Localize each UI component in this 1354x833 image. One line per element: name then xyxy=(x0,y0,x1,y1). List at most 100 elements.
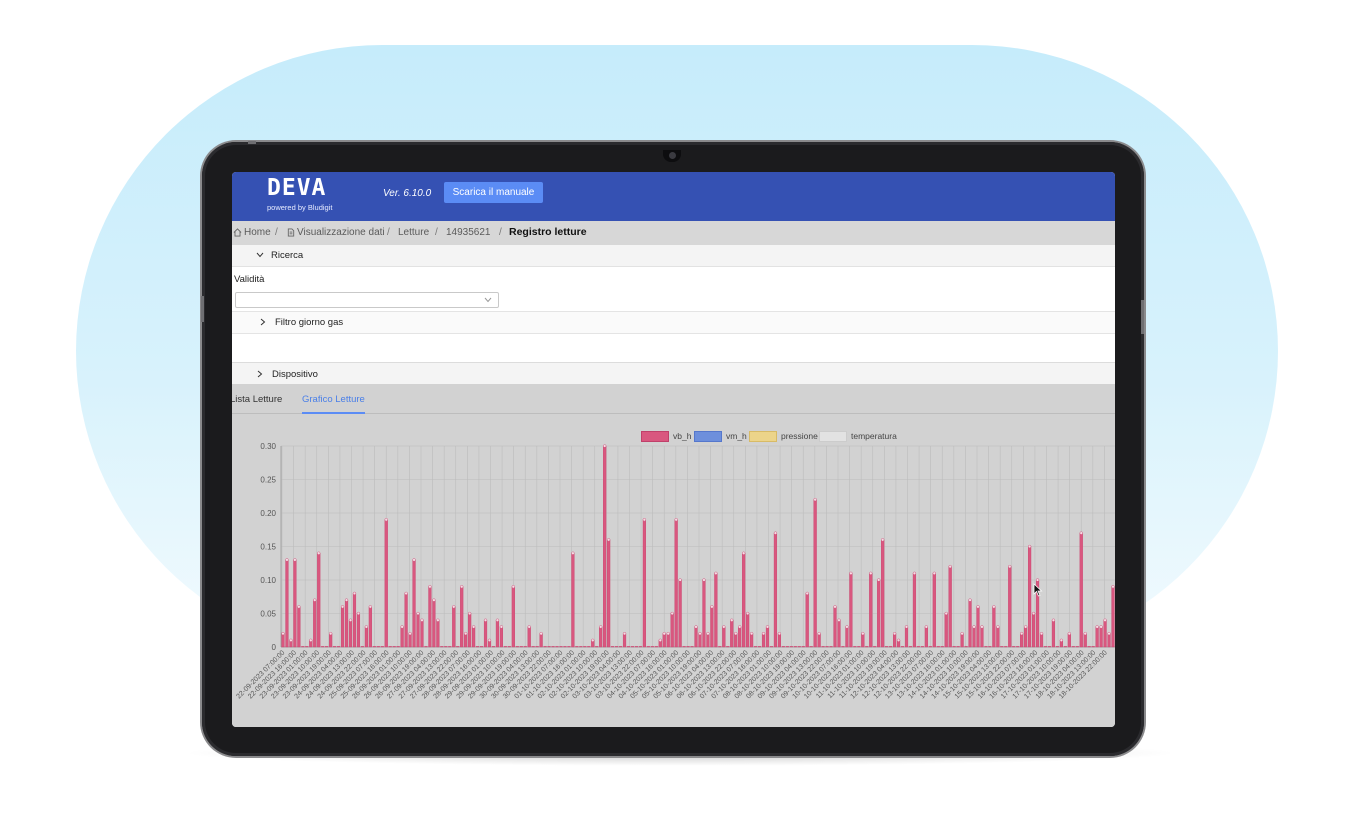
tablet-side-button xyxy=(201,296,204,322)
mouse-pointer-icon xyxy=(1033,583,1043,597)
bar-vb-h xyxy=(805,593,809,648)
point-vb-h xyxy=(1111,585,1115,589)
bar-vb-h xyxy=(829,646,833,648)
bar-vb-h xyxy=(956,646,960,648)
bar-vb-h xyxy=(364,626,368,648)
top-nav-bar: DEVA powered by Bludigit Ver. 6.10.0 Sca… xyxy=(232,172,1115,221)
point-vb-h xyxy=(976,605,980,609)
bar-vb-h xyxy=(1087,646,1091,648)
legend-item-vb-h[interactable]: vb_h xyxy=(641,430,691,442)
bar-vb-h xyxy=(380,646,384,648)
brand-logo[interactable]: DEVA xyxy=(267,175,327,201)
bar-vb-h xyxy=(444,646,448,648)
bar-vb-h xyxy=(1083,633,1087,648)
point-vb-h xyxy=(944,611,948,616)
bar-vb-h xyxy=(539,633,543,648)
legend-swatch xyxy=(749,430,777,442)
tab-reading-list[interactable]: Lista Letture xyxy=(232,394,283,405)
bar-vb-h xyxy=(1028,546,1032,648)
bar-vb-h xyxy=(615,646,619,648)
bar-vb-h xyxy=(372,646,376,648)
bar-vb-h xyxy=(599,626,603,648)
bar-vb-h xyxy=(281,633,285,648)
point-vb-h xyxy=(694,625,698,629)
legend-item-temperatura[interactable]: temperatura xyxy=(819,430,897,442)
y-tick-label: 0.10 xyxy=(260,576,276,585)
breadcrumb-home[interactable]: Home xyxy=(244,227,271,238)
point-vb-h xyxy=(499,625,504,629)
legend-item-vm-h[interactable]: vm_h xyxy=(694,430,747,442)
point-vb-h xyxy=(714,571,718,575)
chevron-right-icon xyxy=(260,318,266,326)
bar-vb-h xyxy=(448,646,452,648)
gas-day-filter-header[interactable]: Filtro giorno gas xyxy=(232,311,1115,334)
point-vb-h xyxy=(1067,632,1071,636)
bar-vb-h xyxy=(1047,646,1052,648)
point-vb-h xyxy=(348,618,353,622)
device-section-header[interactable]: Dispositivo xyxy=(232,362,1115,384)
bar-vb-h xyxy=(575,646,579,648)
bar-vb-h xyxy=(408,633,412,648)
point-vb-h xyxy=(662,632,666,636)
point-vb-h xyxy=(495,618,500,622)
search-section-header[interactable]: Ricerca xyxy=(232,245,1115,267)
bar-vb-h xyxy=(948,566,952,648)
tab-reading-chart[interactable]: Grafico Letture xyxy=(302,394,365,405)
bar-vb-h xyxy=(622,633,627,648)
legend-item-pressione[interactable]: pressione xyxy=(749,430,818,442)
bar-vb-h xyxy=(889,646,893,648)
breadcrumb-device-id[interactable]: 14935621 xyxy=(446,227,491,238)
point-vb-h xyxy=(980,625,984,629)
bar-vb-h xyxy=(392,646,396,648)
download-manual-button[interactable]: Scarica il manuale xyxy=(444,182,543,203)
breadcrumb-data-view[interactable]: Visualizzazione dati xyxy=(297,227,385,238)
bar-vb-h xyxy=(710,606,714,648)
legend-label: pressione xyxy=(781,431,818,441)
bar-vb-h xyxy=(976,606,980,648)
validity-select[interactable] xyxy=(235,292,499,308)
bar-vb-h xyxy=(515,646,519,648)
bar-vb-h xyxy=(555,646,559,648)
point-vb-h xyxy=(460,585,464,589)
bar-vb-h xyxy=(750,633,754,648)
bar-vb-h xyxy=(376,646,380,648)
bar-vb-h xyxy=(928,646,932,648)
point-vb-h xyxy=(1107,632,1111,636)
bar-vb-h xyxy=(511,586,515,648)
point-vb-h xyxy=(877,578,881,582)
bar-vb-h xyxy=(984,646,988,648)
bar-vb-h xyxy=(336,646,341,648)
point-vb-h xyxy=(845,625,849,629)
point-vb-h xyxy=(1059,638,1063,642)
point-vb-h xyxy=(869,571,873,575)
breadcrumb-readings[interactable]: Letture xyxy=(398,227,430,238)
point-vb-h xyxy=(313,598,317,602)
bar-vb-h xyxy=(833,606,837,648)
bar-vb-h xyxy=(1111,586,1115,648)
point-vb-h xyxy=(1079,531,1083,535)
point-vb-h xyxy=(881,538,885,542)
bar-vb-h xyxy=(595,646,599,648)
point-vb-h xyxy=(1031,611,1036,616)
point-vb-h xyxy=(849,571,853,575)
point-vb-h xyxy=(722,625,726,629)
y-tick-label: 0 xyxy=(272,643,277,652)
bar-vb-h xyxy=(825,646,829,648)
bar-vb-h xyxy=(523,646,527,648)
point-vb-h xyxy=(698,632,702,636)
bar-vb-h xyxy=(499,626,503,648)
point-vb-h xyxy=(670,611,674,616)
bar-vb-h xyxy=(702,579,706,648)
point-vb-h xyxy=(746,611,750,616)
bar-vb-h xyxy=(618,646,623,648)
point-vb-h xyxy=(972,625,976,629)
point-vb-h xyxy=(340,605,345,609)
bar-vb-h xyxy=(587,646,591,648)
point-vb-h xyxy=(777,632,782,636)
point-vb-h xyxy=(539,632,543,636)
bar-vb-h xyxy=(567,646,571,648)
bar-vb-h xyxy=(464,633,468,648)
bar-vb-h xyxy=(666,633,670,648)
point-vb-h xyxy=(1039,632,1044,636)
bar-vb-h xyxy=(404,593,408,648)
